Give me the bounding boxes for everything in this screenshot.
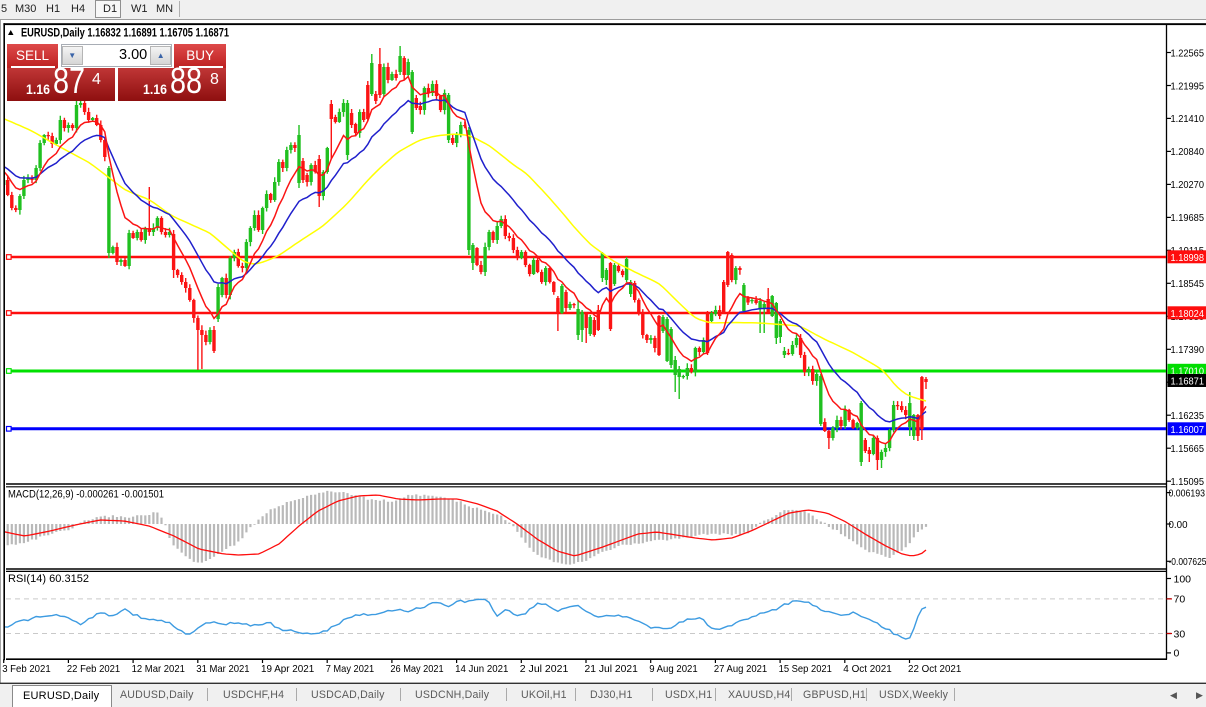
svg-text:-0.007625: -0.007625 bbox=[1169, 556, 1206, 568]
svg-text:21 Jul 2021: 21 Jul 2021 bbox=[585, 663, 638, 675]
svg-text:1.17390: 1.17390 bbox=[1171, 344, 1205, 356]
svg-text:1.21995: 1.21995 bbox=[1171, 80, 1205, 92]
svg-text:27 Aug 2021: 27 Aug 2021 bbox=[714, 663, 767, 675]
svg-text:1.18545: 1.18545 bbox=[1171, 278, 1205, 290]
svg-text:1.16871: 1.16871 bbox=[1171, 376, 1205, 388]
svg-text:0: 0 bbox=[1174, 648, 1180, 660]
svg-text:1.21410: 1.21410 bbox=[1171, 113, 1205, 125]
svg-text:4 Oct 2021: 4 Oct 2021 bbox=[843, 663, 892, 675]
svg-text:14 Jun 2021: 14 Jun 2021 bbox=[455, 663, 508, 675]
svg-text:19 Apr 2021: 19 Apr 2021 bbox=[261, 663, 314, 675]
svg-text:1.16007: 1.16007 bbox=[1171, 424, 1205, 436]
svg-text:1.19685: 1.19685 bbox=[1171, 212, 1205, 224]
svg-text:1.15665: 1.15665 bbox=[1171, 443, 1205, 455]
svg-text:EURUSD,Daily 1.16832 1.16891: EURUSD,Daily 1.16832 1.16891 1.16705 1.1… bbox=[21, 28, 229, 40]
svg-text:MACD(12,26,9) -0.000261 -0.001: MACD(12,26,9) -0.000261 -0.001501 bbox=[8, 489, 164, 501]
svg-text:22 Feb 2021: 22 Feb 2021 bbox=[67, 663, 120, 675]
svg-text:1.20840: 1.20840 bbox=[1171, 146, 1205, 158]
svg-text:12 Mar 2021: 12 Mar 2021 bbox=[132, 663, 185, 675]
svg-text:2 Jul 2021: 2 Jul 2021 bbox=[520, 663, 569, 675]
svg-text:1.16235: 1.16235 bbox=[1171, 410, 1205, 422]
svg-text:26 May 2021: 26 May 2021 bbox=[390, 663, 443, 675]
svg-text:31 Mar 2021: 31 Mar 2021 bbox=[196, 663, 249, 675]
svg-text:0.00: 0.00 bbox=[1169, 519, 1188, 531]
svg-text:30: 30 bbox=[1174, 628, 1186, 640]
svg-text:70: 70 bbox=[1174, 594, 1186, 606]
svg-text:1.18998: 1.18998 bbox=[1171, 252, 1205, 264]
svg-text:3 Feb 2021: 3 Feb 2021 bbox=[2, 663, 51, 675]
svg-text:1.20270: 1.20270 bbox=[1171, 179, 1205, 191]
svg-text:1.22565: 1.22565 bbox=[1171, 47, 1205, 59]
svg-text:7 May 2021: 7 May 2021 bbox=[326, 663, 375, 675]
svg-text:9 Aug 2021: 9 Aug 2021 bbox=[649, 663, 698, 675]
svg-text:22 Oct 2021: 22 Oct 2021 bbox=[908, 663, 961, 675]
svg-text:RSI(14) 60.3152: RSI(14) 60.3152 bbox=[8, 573, 89, 585]
svg-text:0.006193: 0.006193 bbox=[1169, 487, 1206, 499]
svg-text:1.18024: 1.18024 bbox=[1171, 308, 1205, 320]
svg-text:100: 100 bbox=[1174, 573, 1192, 585]
svg-text:1.15095: 1.15095 bbox=[1171, 476, 1205, 488]
svg-text:15 Sep 2021: 15 Sep 2021 bbox=[779, 663, 832, 675]
